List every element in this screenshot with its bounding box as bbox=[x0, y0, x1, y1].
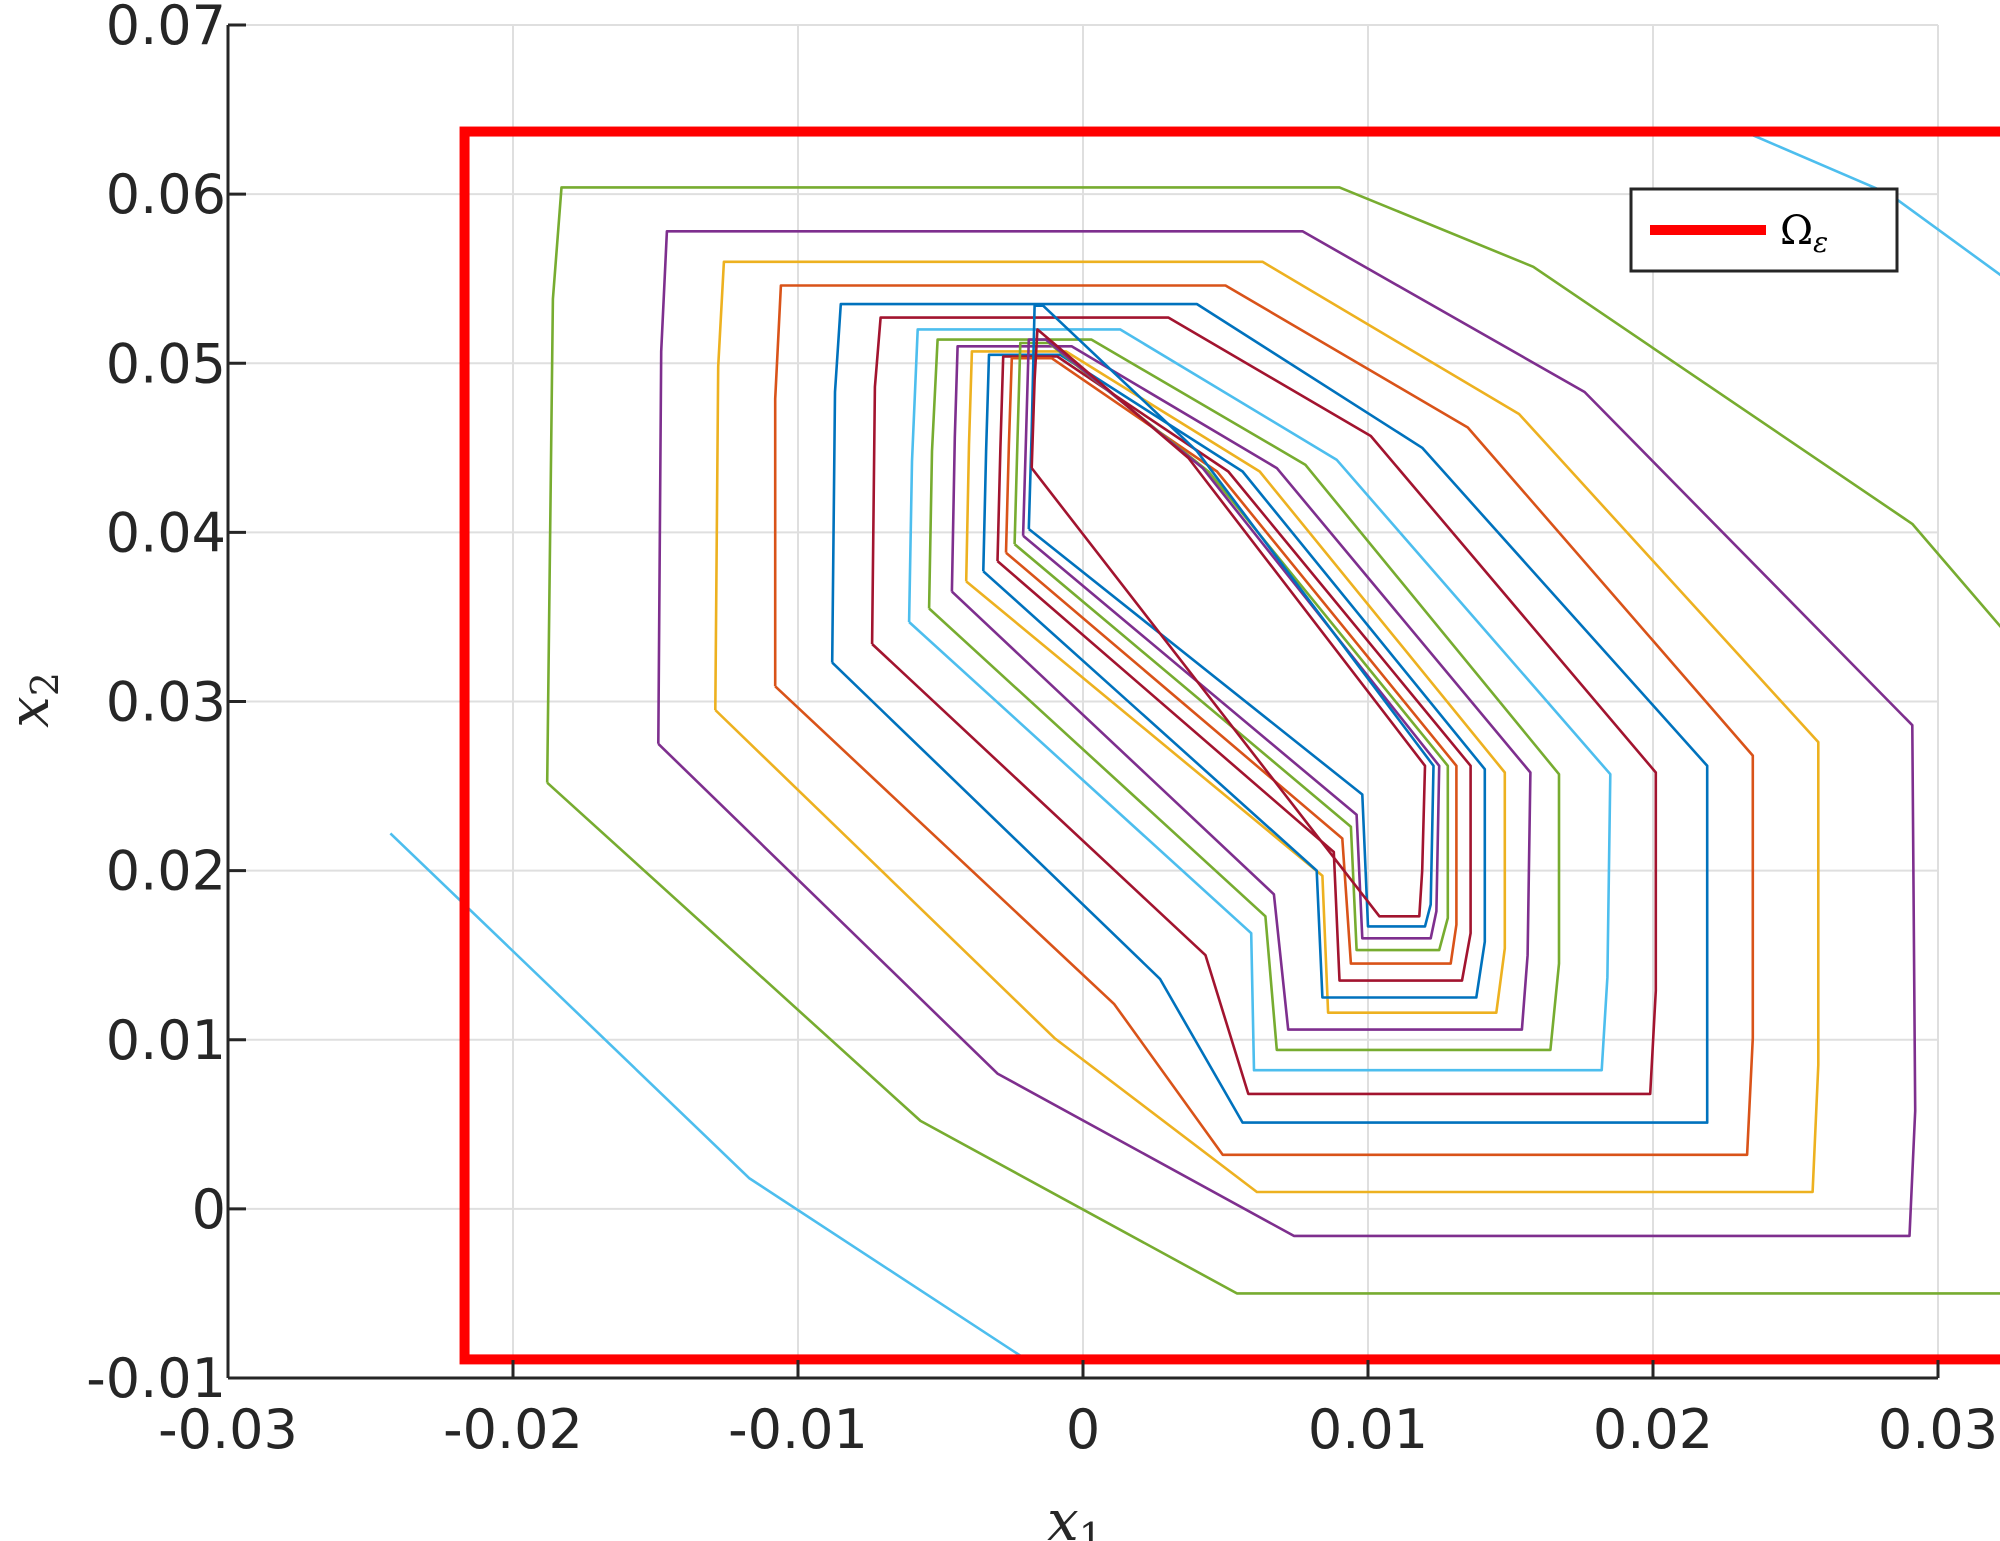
trajectory-line-2 bbox=[545, 186, 2000, 1295]
y-axis-label-sub: 2 bbox=[23, 672, 67, 696]
y-axis-label: x2 bbox=[0, 672, 67, 728]
x-tick-labels: -0.03 -0.02 -0.01 0 0.01 0.02 0.03 bbox=[158, 1398, 1998, 1461]
trajectory-line-13 bbox=[996, 355, 1472, 982]
y-tick-label-0: -0.01 bbox=[86, 1347, 226, 1410]
y-tick-label-6: 0.05 bbox=[106, 332, 226, 395]
trajectory-line-1 bbox=[1743, 130, 2000, 277]
x-tick-label-3: 0 bbox=[1066, 1398, 1100, 1461]
legend: Ωε bbox=[1629, 187, 1899, 273]
y-tick-label-5: 0.04 bbox=[106, 501, 226, 564]
x-tick-label-5: 0.02 bbox=[1593, 1398, 1713, 1461]
x-tick-label-2: -0.01 bbox=[728, 1398, 868, 1461]
trajectory-line-7 bbox=[870, 316, 1658, 1096]
trajectory-line-16 bbox=[1021, 338, 1441, 940]
trajectory-line-10 bbox=[950, 344, 1532, 1031]
y-tick-label-2: 0.01 bbox=[106, 1009, 226, 1072]
x-tick-label-6: 0.03 bbox=[1878, 1398, 1998, 1461]
omega-epsilon-region bbox=[459, 126, 2000, 1365]
x-tick-label-4: 0.01 bbox=[1308, 1398, 1428, 1461]
x-axis-label-sub: 1 bbox=[1079, 1515, 1103, 1541]
y-tick-label-1: 0 bbox=[192, 1178, 226, 1241]
trajectory-line-0 bbox=[389, 832, 1027, 1361]
y-axis-label-base: x bbox=[0, 696, 62, 728]
legend-label-base: Ω bbox=[1780, 208, 1813, 254]
trajectory-line-15 bbox=[1013, 341, 1450, 952]
trajectory-line-8 bbox=[907, 328, 1612, 1072]
trajectory-line-12 bbox=[982, 353, 1487, 999]
trajectory-line-4 bbox=[714, 260, 1820, 1194]
y-tick-label-4: 0.03 bbox=[106, 671, 226, 734]
y-tick-labels: -0.01 0 0.01 0.02 0.03 0.04 0.05 0.06 0.07 bbox=[86, 0, 226, 1410]
trajectory-line-18 bbox=[1030, 328, 1427, 918]
axes bbox=[226, 23, 1940, 1380]
trajectory-line-6 bbox=[830, 302, 1709, 1124]
y-tick-label-3: 0.02 bbox=[106, 840, 226, 903]
y-tick-label-8: 0.07 bbox=[106, 0, 226, 57]
trajectory-line-14 bbox=[1004, 356, 1458, 965]
trajectory-line-11 bbox=[964, 350, 1507, 1015]
legend-label: Ωε bbox=[1780, 208, 1828, 259]
x-tick-label-0: -0.03 bbox=[158, 1398, 298, 1461]
trajectory-line-9 bbox=[927, 338, 1561, 1052]
x-tick-label-1: -0.02 bbox=[443, 1398, 583, 1461]
x-axis-label: x1 bbox=[1047, 1489, 1103, 1541]
trajectory-line-17 bbox=[1027, 304, 1435, 928]
x-axis-label-base: x bbox=[1047, 1489, 1079, 1541]
trajectory-line-5 bbox=[773, 284, 1755, 1157]
legend-label-sub: ε bbox=[1813, 226, 1828, 259]
y-tick-label-7: 0.06 bbox=[106, 163, 226, 226]
trajectory-line-3 bbox=[657, 230, 1917, 1238]
series-layer bbox=[389, 130, 2000, 1361]
